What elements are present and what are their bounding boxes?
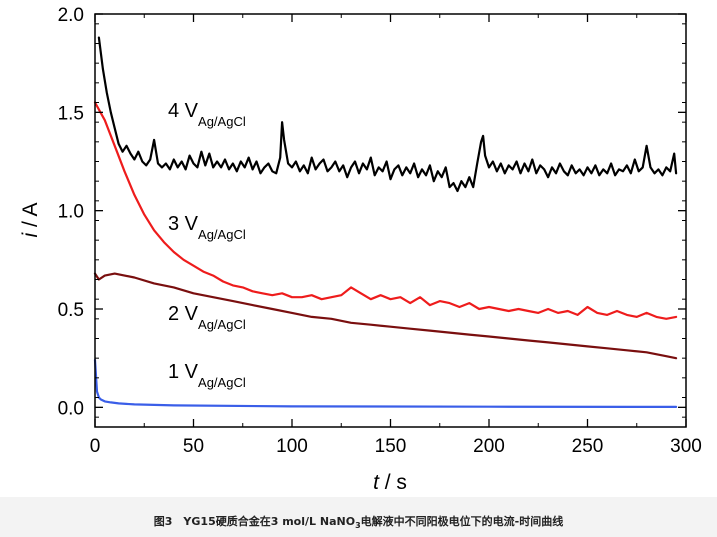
x-tick-label: 100 [276,436,308,457]
x-tick-label: 250 [572,436,604,457]
series-label-3v: 3 VAg/AgCl [168,213,246,242]
series-line-3 [93,359,678,408]
y-axis-label: i / A [19,202,42,237]
series-layer [93,36,678,408]
x-tick-label: 0 [90,436,101,457]
series-line-2 [93,272,678,360]
series-label-2v: 2 VAg/AgCl [168,303,246,332]
y-tick-label: 0.5 [58,300,84,321]
series-line-0 [97,36,678,193]
y-tick-label: 0.0 [58,398,84,419]
axis-layer: 0 50 100 150 200 250 300 0.0 0.5 1.0 1.5 2.0 [58,5,702,457]
y-tick-label: 1.5 [58,103,84,124]
series-label-1v: 1 VAg/AgCl [168,361,246,390]
series-label-4v: 4 VAg/AgCl [168,100,246,129]
series-line-1 [93,101,678,320]
y-tick-label: 1.0 [58,202,84,223]
x-tick-label: 150 [375,436,407,457]
caption-prefix: 图3 YG15硬质合金在3 mol/L NaNO [153,515,356,528]
x-tick-label: 300 [670,436,702,457]
x-tick-label: 200 [473,436,505,457]
x-tick-label: 50 [183,436,204,457]
y-tick-label: 2.0 [58,5,84,26]
figure-caption: 图3 YG15硬质合金在3 mol/L NaNO3电解液中不同阳极电位下的电流-… [0,513,717,530]
caption-suffix: 电解液中不同阳极电位下的电流-时间曲线 [360,515,564,528]
caption-subscript: 3 [355,521,361,530]
x-axis-label: t / s [373,471,407,494]
caption-bar [0,497,717,537]
